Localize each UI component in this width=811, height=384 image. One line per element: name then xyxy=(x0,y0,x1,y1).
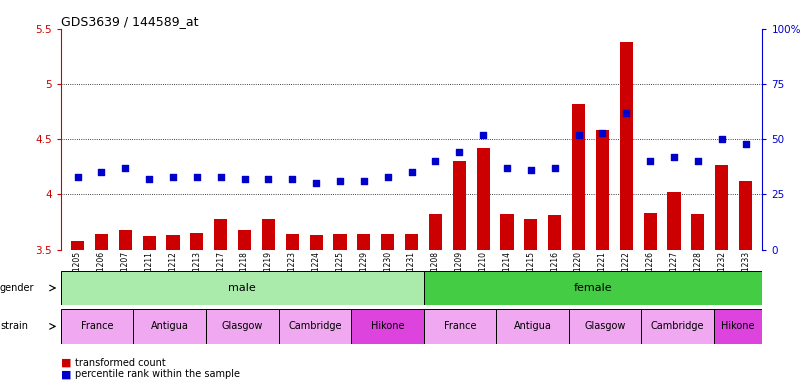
Point xyxy=(358,178,371,184)
Text: Cambridge: Cambridge xyxy=(288,321,341,331)
Text: Antigua: Antigua xyxy=(513,321,551,331)
Text: Cambridge: Cambridge xyxy=(651,321,705,331)
Bar xyxy=(453,161,466,250)
Bar xyxy=(642,309,714,344)
Bar xyxy=(358,234,371,250)
Bar xyxy=(61,309,133,344)
Bar xyxy=(596,131,609,250)
Bar xyxy=(71,241,84,250)
Point xyxy=(191,174,204,180)
Point xyxy=(572,132,585,138)
Bar xyxy=(739,181,752,250)
Point xyxy=(548,165,561,171)
Bar xyxy=(262,219,275,250)
Bar xyxy=(620,42,633,250)
Bar xyxy=(667,192,680,250)
Bar xyxy=(714,309,762,344)
Point xyxy=(620,110,633,116)
Text: Glasgow: Glasgow xyxy=(221,321,263,331)
Point xyxy=(71,174,84,180)
Bar xyxy=(191,233,204,250)
Bar xyxy=(496,309,569,344)
Bar xyxy=(548,215,561,250)
Bar xyxy=(238,230,251,250)
Bar xyxy=(715,165,728,250)
Bar xyxy=(333,234,346,250)
Bar xyxy=(118,230,132,250)
Point xyxy=(477,132,490,138)
Point xyxy=(667,154,680,160)
Point xyxy=(739,141,752,147)
Text: strain: strain xyxy=(0,321,28,331)
Text: Hikone: Hikone xyxy=(722,321,755,331)
Point xyxy=(644,158,657,164)
Bar xyxy=(423,309,496,344)
Bar xyxy=(206,309,278,344)
Point xyxy=(715,136,728,142)
Text: Glasgow: Glasgow xyxy=(585,321,626,331)
Point xyxy=(453,149,466,156)
Bar xyxy=(572,104,586,250)
Point xyxy=(214,174,227,180)
Bar xyxy=(285,234,298,250)
Text: ■: ■ xyxy=(61,369,71,379)
Text: transformed count: transformed count xyxy=(75,358,165,368)
Bar xyxy=(525,219,538,250)
Point xyxy=(500,165,513,171)
Text: male: male xyxy=(229,283,256,293)
Point xyxy=(166,174,179,180)
Bar xyxy=(644,213,657,250)
Text: GDS3639 / 144589_at: GDS3639 / 144589_at xyxy=(61,15,199,28)
Bar xyxy=(381,234,394,250)
Point xyxy=(405,169,418,175)
Text: Hikone: Hikone xyxy=(371,321,404,331)
Point xyxy=(381,174,394,180)
Bar xyxy=(133,309,206,344)
Point xyxy=(95,169,108,175)
Point xyxy=(333,178,346,184)
Bar xyxy=(278,309,351,344)
Bar xyxy=(95,234,108,250)
Point xyxy=(238,176,251,182)
Point xyxy=(262,176,275,182)
Bar xyxy=(61,271,423,305)
Text: gender: gender xyxy=(0,283,35,293)
Bar xyxy=(214,219,227,250)
Point xyxy=(692,158,705,164)
Bar xyxy=(477,148,490,250)
Bar xyxy=(166,235,179,250)
Point xyxy=(285,176,298,182)
Text: percentile rank within the sample: percentile rank within the sample xyxy=(75,369,239,379)
Bar xyxy=(423,271,762,305)
Bar xyxy=(500,214,513,250)
Text: female: female xyxy=(573,283,612,293)
Bar xyxy=(310,235,323,250)
Bar xyxy=(405,234,418,250)
Text: ■: ■ xyxy=(61,358,71,368)
Bar xyxy=(143,237,156,250)
Point xyxy=(310,180,323,187)
Point xyxy=(143,176,156,182)
Bar xyxy=(351,309,423,344)
Point xyxy=(118,165,131,171)
Text: France: France xyxy=(81,321,114,331)
Text: Antigua: Antigua xyxy=(151,321,189,331)
Text: France: France xyxy=(444,321,476,331)
Point xyxy=(525,167,538,173)
Bar xyxy=(569,309,642,344)
Bar xyxy=(429,214,442,250)
Bar xyxy=(691,214,705,250)
Point xyxy=(429,158,442,164)
Point xyxy=(596,129,609,136)
